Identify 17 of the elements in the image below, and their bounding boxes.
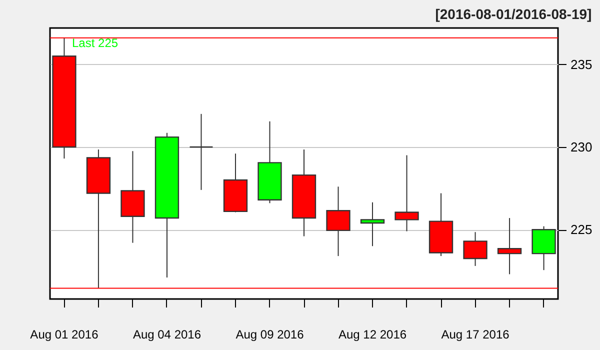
candlestick [394,154,419,232]
candlestick [463,232,488,266]
candlestick [326,186,350,257]
candlestick [189,113,214,190]
chart-title: [2016-08-01/2016-08-19] [435,6,592,22]
candlestick [497,218,522,275]
y-tick-label: 235 [570,56,592,72]
x-tick-label: Aug 17 2016 [441,328,510,342]
x-tick-label: Aug 09 2016 [236,328,304,342]
x-tick-label: Aug 12 2016 [338,328,407,342]
y-tick-label: 230 [570,139,592,154]
x-tick-label: Aug 01 2016 [30,328,99,342]
candlestick [532,226,556,271]
y-tick-label: 225 [570,222,592,238]
annotation: Last 225 [72,36,118,50]
x-tick-label: Aug 04 2016 [132,328,202,342]
candlestick [360,202,385,247]
